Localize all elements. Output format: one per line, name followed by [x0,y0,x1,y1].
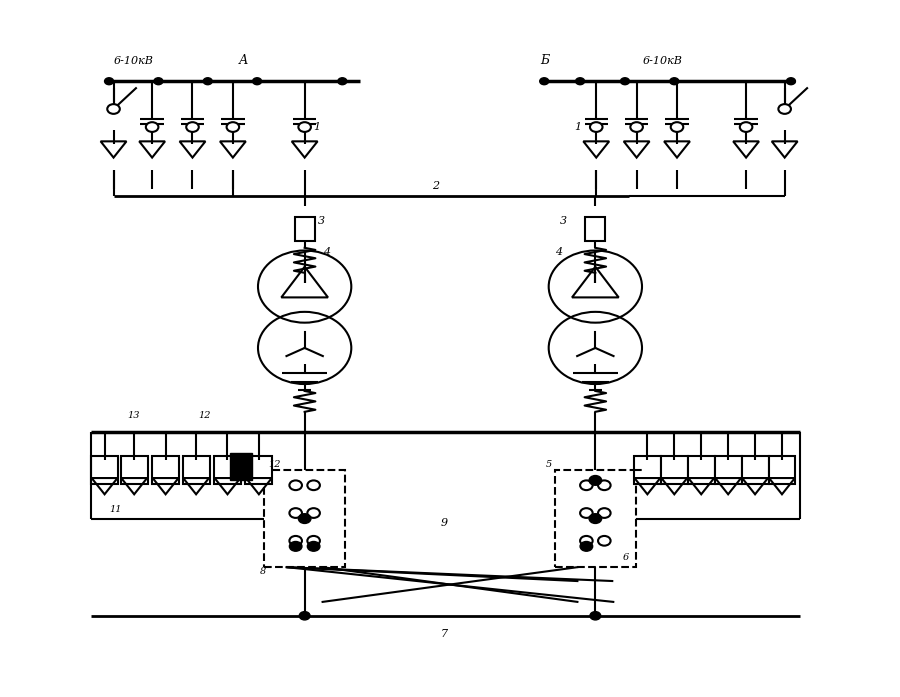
Text: 4: 4 [322,247,329,256]
Circle shape [186,122,199,132]
Bar [661,456,688,484]
Circle shape [598,480,610,490]
Text: 12: 12 [269,459,282,468]
Circle shape [307,508,320,518]
Circle shape [580,542,593,551]
Circle shape [598,536,610,546]
Text: 8: 8 [260,567,266,576]
Circle shape [299,122,310,132]
Text: 6-10кВ: 6-10кВ [113,56,153,66]
Text: 1: 1 [574,122,580,132]
Text: 11: 11 [109,505,122,514]
Circle shape [598,508,610,518]
Circle shape [307,536,320,546]
Bar [183,456,210,484]
Bar [246,456,273,484]
Circle shape [338,78,346,85]
Bar [230,452,252,480]
Circle shape [227,122,239,132]
Circle shape [300,611,310,620]
Text: 7: 7 [441,629,448,638]
FancyBboxPatch shape [586,217,605,241]
Circle shape [576,78,585,85]
Bar [769,456,796,484]
Circle shape [290,508,302,518]
Text: 1: 1 [313,122,320,132]
Text: 12: 12 [199,411,212,420]
Circle shape [146,122,158,132]
Bar [152,456,179,484]
Text: 3: 3 [560,215,567,226]
Bar [688,456,715,484]
Circle shape [590,475,601,485]
Circle shape [540,78,549,85]
Circle shape [104,78,113,85]
Circle shape [670,78,679,85]
Text: 2: 2 [432,181,439,191]
Circle shape [203,78,212,85]
Bar [742,456,769,484]
Bar [715,456,742,484]
Circle shape [580,536,593,546]
Text: 3: 3 [318,215,325,226]
FancyBboxPatch shape [265,470,345,567]
Text: 9: 9 [441,518,448,528]
Circle shape [590,122,602,132]
Circle shape [590,514,601,523]
Bar [121,456,148,484]
Circle shape [307,480,320,490]
Circle shape [290,542,302,551]
Text: 5: 5 [546,459,553,468]
Circle shape [740,122,752,132]
Circle shape [580,480,593,490]
Circle shape [778,104,791,114]
Circle shape [787,78,796,85]
Text: А: А [239,54,248,67]
Circle shape [107,104,120,114]
Circle shape [290,480,302,490]
Bar [634,456,661,484]
FancyBboxPatch shape [295,217,314,241]
Text: 13: 13 [127,411,140,420]
Circle shape [630,122,643,132]
Circle shape [290,536,302,546]
Bar [214,456,241,484]
Circle shape [299,514,310,523]
FancyBboxPatch shape [555,470,635,567]
Text: 6: 6 [622,553,628,562]
Circle shape [580,508,593,518]
Circle shape [590,611,600,620]
Circle shape [253,78,262,85]
Circle shape [670,122,683,132]
Circle shape [620,78,629,85]
Text: Б: Б [540,54,549,67]
Text: 4: 4 [555,247,562,256]
Circle shape [307,542,320,551]
Text: 6-10кВ: 6-10кВ [643,56,683,66]
Bar [91,456,118,484]
Circle shape [154,78,163,85]
